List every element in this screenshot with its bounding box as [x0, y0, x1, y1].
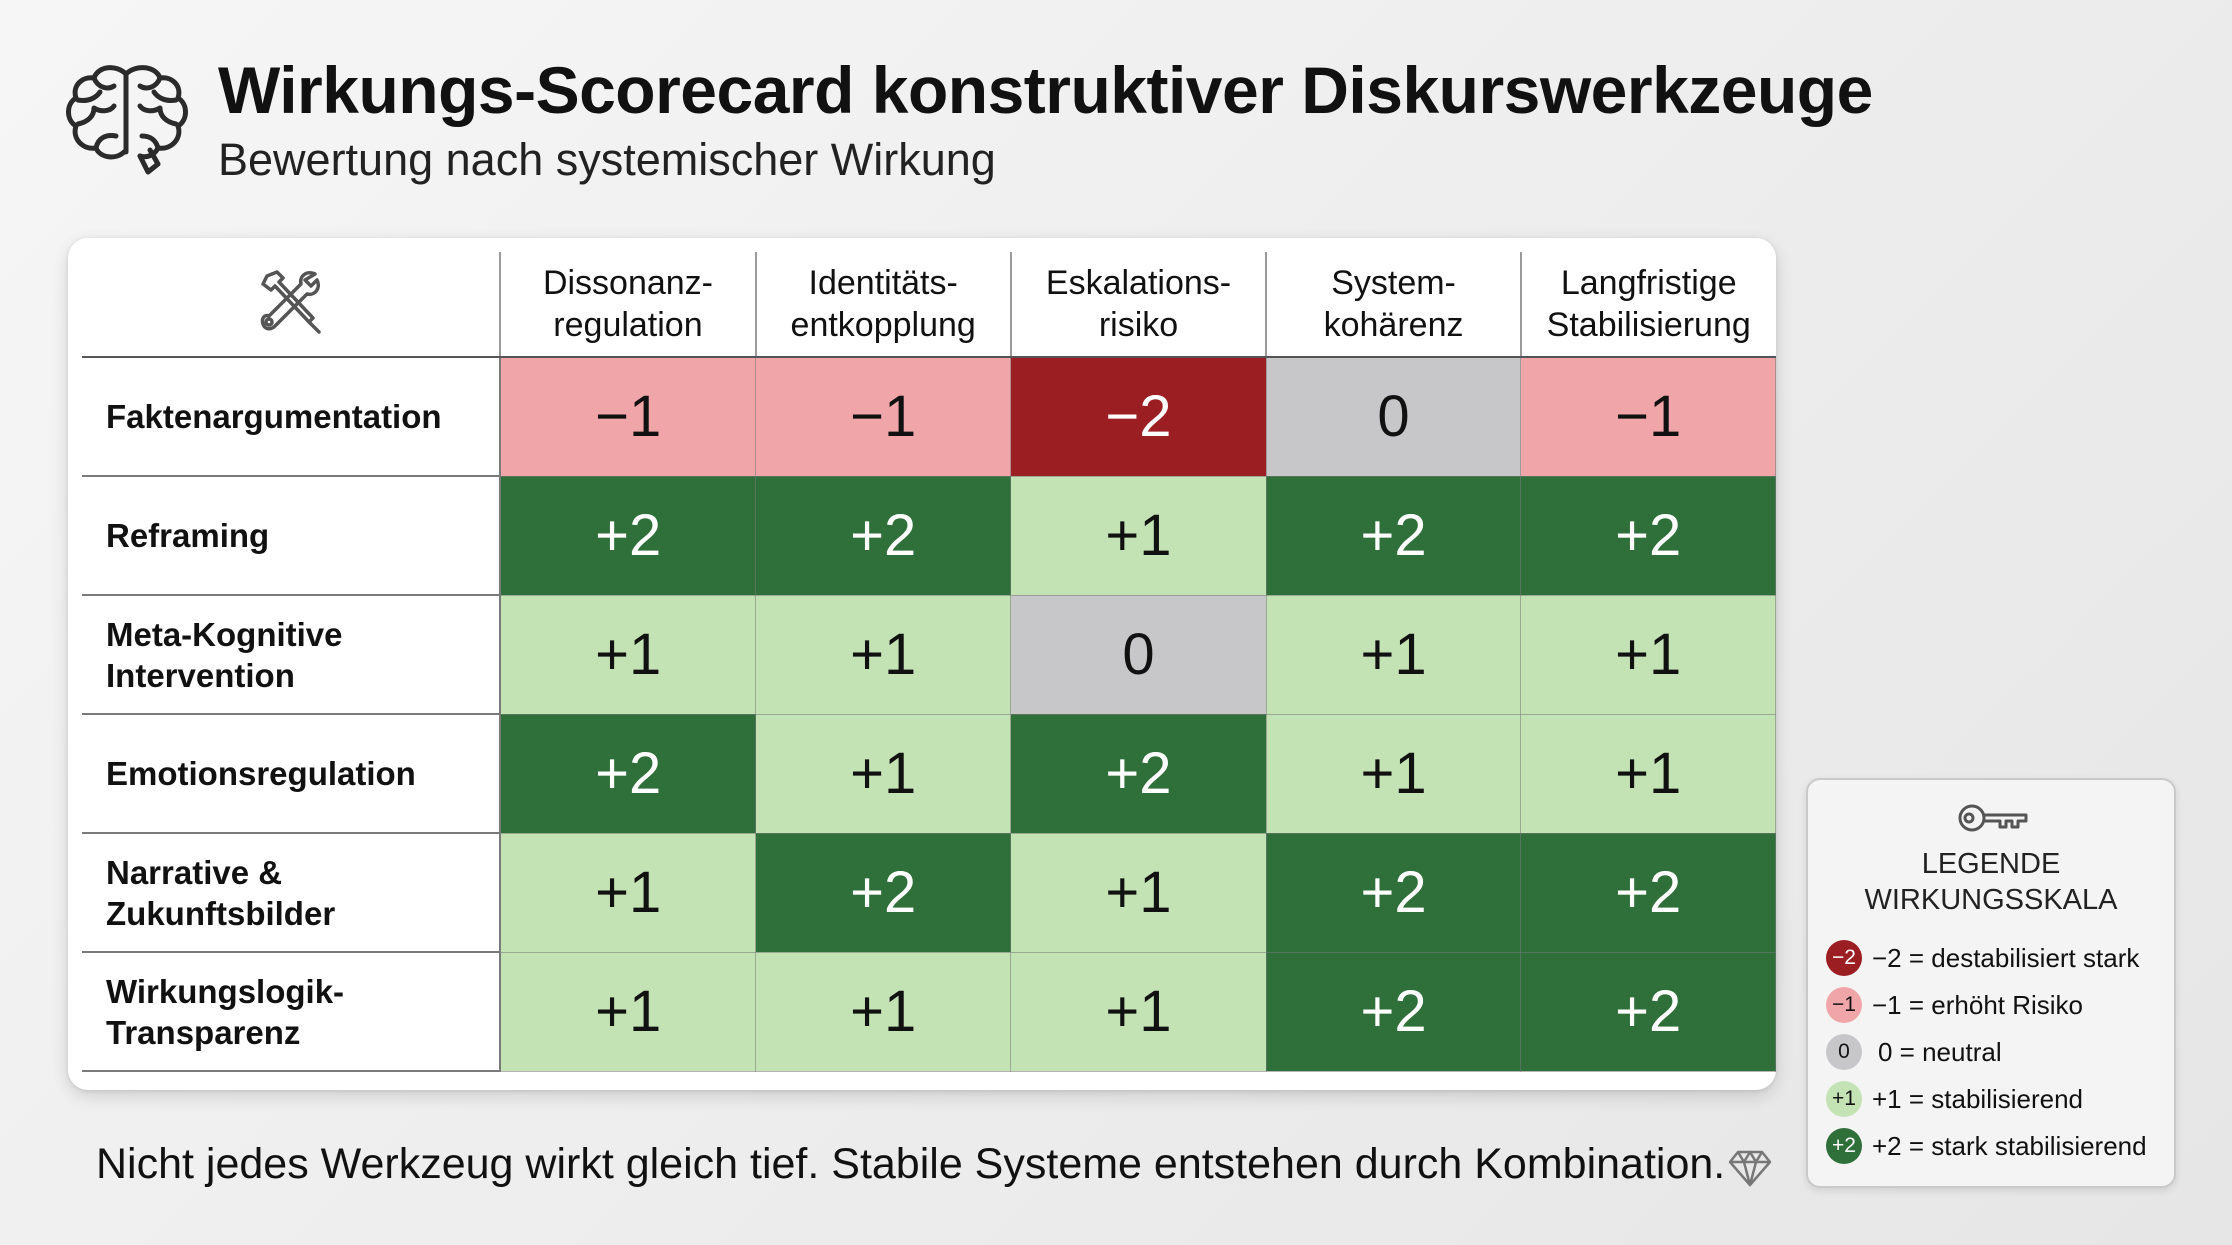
score-cell: +1	[1265, 594, 1522, 715]
table-row: Meta-Kognitive Intervention +1 +1 0 +1 +1	[82, 594, 1776, 715]
score-cell: +2	[1265, 832, 1522, 953]
legend-item: +1 +1 = stabilisierend	[1826, 1081, 2083, 1117]
legend-badge: +1	[1826, 1081, 1862, 1117]
legend-label: +2 = stark stabilisierend	[1872, 1130, 2147, 1161]
row-label: Reframing	[82, 476, 502, 596]
score-cell: +1	[755, 713, 1012, 834]
column-header: Eskalations-risiko	[1009, 252, 1267, 358]
row-label: Emotionsregulation	[82, 714, 502, 834]
table-row: Wirkungslogik- Transparenz +1 +1 +1 +2 +2	[82, 951, 1776, 1072]
legend-panel: LEGENDE WIRKUNGSSKALA −2 −2 = destabilis…	[1806, 778, 2176, 1188]
score-cell: +1	[1010, 832, 1267, 953]
scorecard-card: Dissonanz-regulation Identitäts-entkoppl…	[68, 238, 1776, 1090]
score-cell: −1	[1520, 356, 1776, 477]
header-row: Dissonanz-regulation Identitäts-entkoppl…	[82, 252, 1776, 358]
page-subtitle: Bewertung nach systemischer Wirkung	[218, 134, 996, 185]
score-cell: +2	[755, 475, 1012, 596]
score-cell: +1	[499, 594, 757, 715]
score-cell: +1	[1520, 594, 1776, 715]
legend-item: 0 0 = neutral	[1826, 1034, 2002, 1070]
score-cell: +2	[1265, 951, 1522, 1072]
score-cell: 0	[1010, 594, 1267, 715]
score-cell: −1	[755, 356, 1012, 477]
legend-badge: −1	[1826, 987, 1862, 1023]
score-cell: +2	[499, 475, 757, 596]
legend-label: −2 = destabilisiert stark	[1872, 942, 2140, 973]
legend-title: LEGENDE	[1921, 848, 2061, 880]
table-row: Emotionsregulation +2 +1 +2 +1 +1	[82, 713, 1776, 834]
score-cell: +2	[1520, 475, 1776, 596]
column-header: Dissonanz-regulation	[499, 252, 756, 358]
brain-icon	[66, 65, 188, 175]
corner-cell	[82, 252, 501, 358]
row-label: Faktenargumentation	[82, 357, 502, 477]
legend-item: −1 −1 = erhöht Risiko	[1826, 987, 2083, 1023]
legend-item: +2 +2 = stark stabilisierend	[1826, 1128, 2147, 1164]
column-header: System-kohärenz	[1265, 252, 1521, 358]
score-cell: +2	[755, 832, 1012, 953]
score-cell: +1	[755, 951, 1012, 1072]
score-cell: +2	[1520, 951, 1776, 1072]
score-cell: +1	[1010, 475, 1267, 596]
scorecard-table: Dissonanz-regulation Identitäts-entkoppl…	[82, 252, 1776, 1072]
score-cell: −2	[1010, 356, 1267, 477]
row-label: Narrative & Zukunftsbilder	[82, 833, 502, 953]
table-row: Narrative & Zukunftsbilder +1 +2 +1 +2 +2	[82, 832, 1776, 953]
score-cell: +2	[1010, 713, 1267, 834]
score-cell: +2	[1265, 475, 1522, 596]
diamond-icon	[1728, 1150, 1772, 1187]
legend-item: −2 −2 = destabilisiert stark	[1826, 940, 2139, 976]
legend-label: 0 = neutral	[1878, 1036, 2002, 1067]
score-cell: 0	[1265, 356, 1522, 477]
score-cell: −1	[499, 356, 757, 477]
score-cell: +1	[1520, 713, 1776, 834]
table-row: Faktenargumentation −1 −1 −2 0 −1	[82, 356, 1776, 477]
column-header: Identitäts-entkopplung	[754, 252, 1011, 358]
legend-badge: +2	[1826, 1128, 1862, 1164]
score-cell: +1	[1265, 713, 1522, 834]
legend-badge: 0	[1826, 1034, 1862, 1070]
tools-icon	[260, 269, 321, 334]
footer-note: Nicht jedes Werkzeug wirkt gleich tief. …	[96, 1140, 1726, 1188]
score-cell: +1	[499, 951, 757, 1072]
score-cell: +2	[499, 713, 757, 834]
legend-label: +1 = stabilisierend	[1872, 1083, 2084, 1114]
score-cell: +2	[1520, 832, 1776, 953]
column-header: Langfristige Stabilisierung	[1519, 252, 1776, 358]
legend-label: −1 = erhöht Risiko	[1872, 989, 2084, 1020]
score-cell: +1	[755, 594, 1012, 715]
row-label: Wirkungslogik- Transparenz	[82, 952, 502, 1072]
score-cell: +1	[1010, 951, 1267, 1072]
row-label: Meta-Kognitive Intervention	[82, 595, 502, 715]
legend-subtitle: WIRKUNGSSKALA	[1864, 884, 2118, 916]
key-icon	[1958, 804, 2028, 832]
page-title: Wirkungs-Scorecard konstruktiver Diskurs…	[218, 53, 1873, 127]
legend-badge: −2	[1826, 940, 1862, 976]
table-row: Reframing +2 +2 +1 +2 +2	[82, 475, 1776, 596]
score-cell: +1	[499, 832, 757, 953]
